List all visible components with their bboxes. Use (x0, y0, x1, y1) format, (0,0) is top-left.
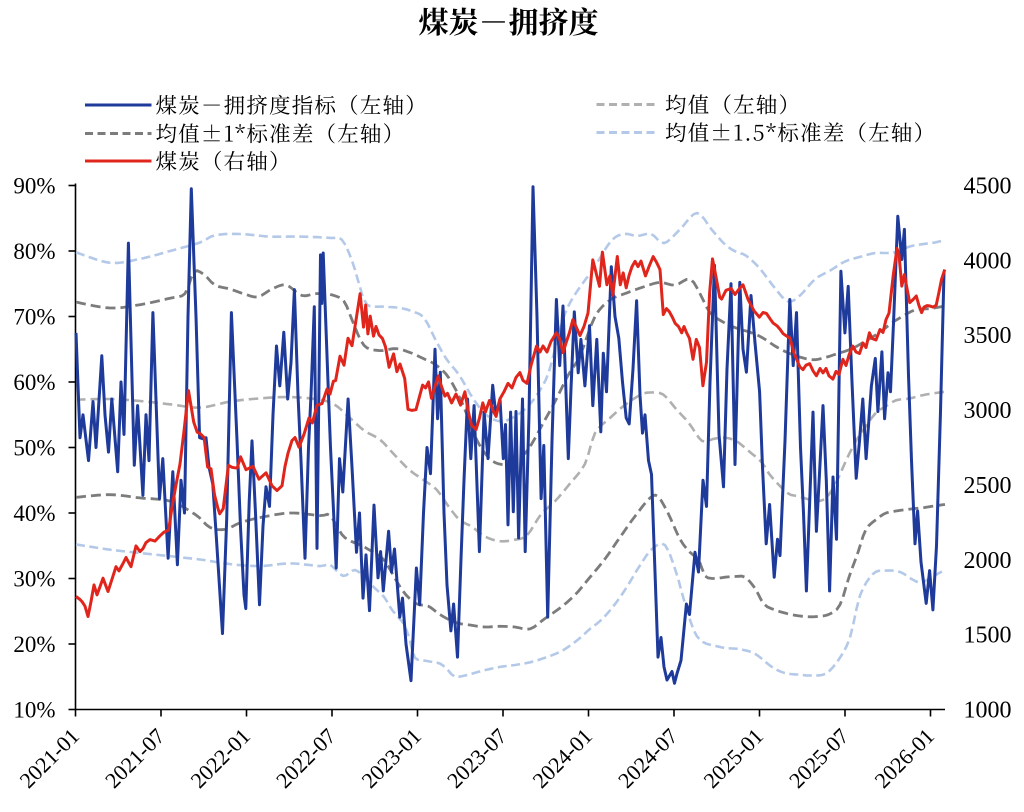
svg-text:2000: 2000 (964, 548, 1012, 574)
svg-text:60%: 60% (13, 370, 55, 395)
svg-text:2500: 2500 (964, 473, 1012, 499)
svg-text:40%: 40% (13, 501, 55, 526)
svg-text:3500: 3500 (964, 323, 1012, 349)
svg-text:50%: 50% (13, 436, 55, 461)
svg-text:20%: 20% (13, 632, 55, 657)
svg-text:90%: 90% (13, 174, 55, 199)
svg-text:30%: 30% (13, 567, 55, 592)
svg-text:1500: 1500 (964, 623, 1012, 649)
svg-text:3000: 3000 (964, 398, 1012, 424)
svg-text:70%: 70% (13, 305, 55, 330)
svg-text:4000: 4000 (964, 248, 1012, 274)
svg-text:80%: 80% (13, 239, 55, 264)
svg-text:1000: 1000 (964, 698, 1012, 724)
svg-text:4500: 4500 (964, 174, 1012, 200)
svg-text:10%: 10% (13, 698, 55, 723)
